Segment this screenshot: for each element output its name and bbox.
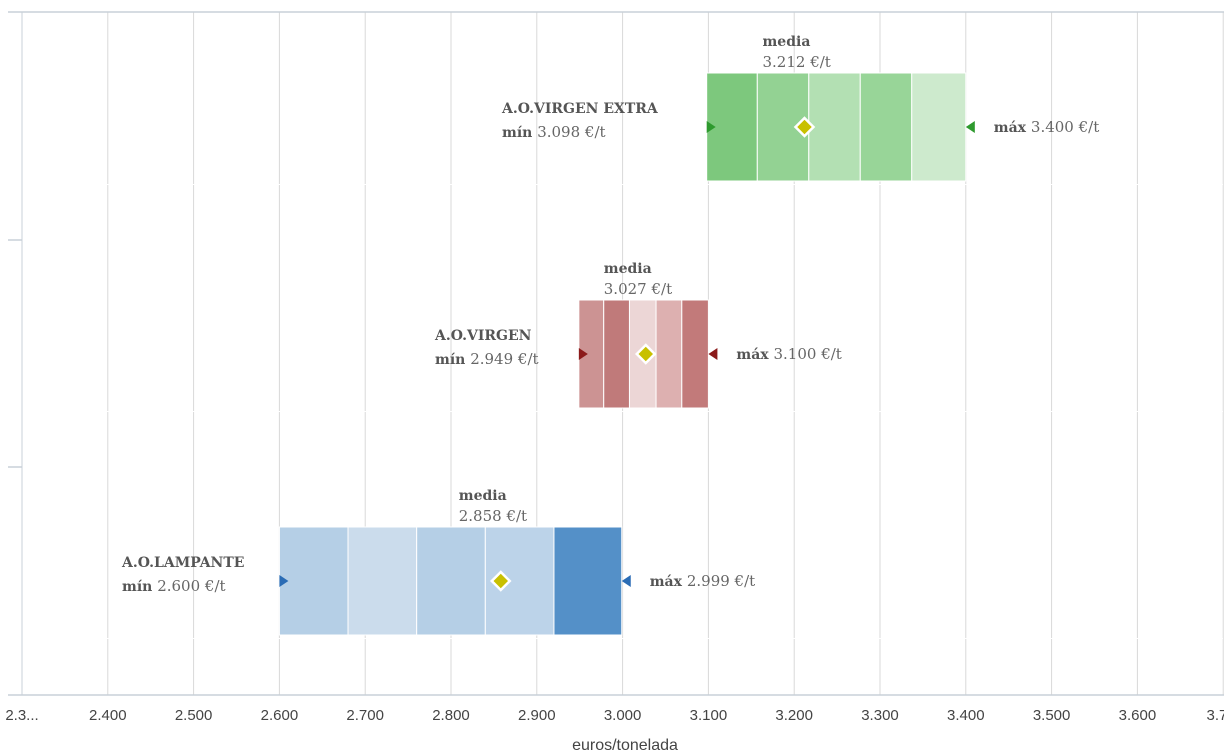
x-tick-label: 2.700	[346, 707, 384, 724]
range-bar-segment	[347, 526, 418, 636]
max-amount: 3.100 €/t	[774, 345, 842, 363]
max-value: máx 2.999 €/t	[650, 572, 755, 590]
max-value: máx 3.400 €/t	[994, 118, 1099, 136]
x-tick-labels: 2.3... 2.400 2.500 2.600 2.700 2.800 2.900 3.00…	[5, 707, 1224, 724]
x-tick-label: 2.400	[89, 707, 127, 724]
series-name: A.O.LAMPANTE	[121, 555, 244, 571]
range-bar-segment	[655, 299, 683, 409]
max-marker	[708, 348, 718, 360]
range-bar-segment	[603, 299, 630, 409]
range-bar-segment	[553, 526, 623, 636]
range-bar-segment	[911, 72, 967, 182]
x-axis-title: euros/tonelada	[572, 737, 678, 754]
min-marker	[706, 121, 716, 133]
mean-label: media	[762, 34, 810, 50]
x-tick-label: 2.3...	[5, 707, 38, 724]
range-bars: media 3.212 €/t A.O.VIRGEN EXTRA mín 3.098 …	[121, 34, 1099, 636]
x-tick-label: 3.100	[690, 707, 728, 724]
max-amount: 3.400 €/t	[1031, 118, 1099, 136]
max-marker	[965, 121, 975, 133]
range-series: media 3.027 €/t A.O.VIRGEN mín 2.949 €/t máx…	[434, 261, 842, 409]
max-amount: 2.999 €/t	[687, 572, 755, 590]
min-prefix: mín	[122, 579, 157, 595]
x-tick-label: 3.200	[775, 707, 813, 724]
x-tick-label: 3.400	[947, 707, 985, 724]
mean-value: 3.027 €/t	[604, 280, 672, 298]
max-marker	[621, 575, 631, 587]
mean-marker	[489, 570, 512, 592]
mean-value: 3.212 €/t	[762, 53, 830, 71]
min-amount: 2.600 €/t	[157, 577, 225, 595]
range-bar-segment	[416, 526, 486, 636]
x-tick-label: 2.800	[432, 707, 470, 724]
x-tick-label: 2.900	[518, 707, 556, 724]
min-marker	[578, 348, 588, 360]
range-bar-segment	[681, 299, 709, 409]
x-tick-label: 2.500	[175, 707, 213, 724]
max-prefix: máx	[650, 574, 687, 590]
grid-gap	[23, 411, 1223, 412]
mean-label: media	[459, 488, 507, 504]
x-tick-label: 3.600	[1119, 707, 1157, 724]
max-prefix: máx	[736, 347, 773, 363]
min-value: mín 2.949 €/t	[435, 350, 539, 368]
mean-marker	[793, 116, 816, 138]
mean-marker	[634, 343, 657, 365]
x-tick-label: 3.7...	[1207, 707, 1224, 724]
min-prefix: mín	[502, 125, 537, 141]
range-series: media 3.212 €/t A.O.VIRGEN EXTRA mín 3.098 …	[501, 34, 1099, 182]
min-prefix: mín	[435, 352, 470, 368]
min-value: mín 2.600 €/t	[122, 577, 226, 595]
grid-gap	[23, 184, 1223, 185]
min-marker	[279, 575, 289, 587]
x-tick-label: 3.500	[1033, 707, 1071, 724]
max-prefix: máx	[994, 120, 1031, 136]
min-amount: 2.949 €/t	[470, 350, 538, 368]
max-value: máx 3.100 €/t	[736, 345, 841, 363]
mean-label: media	[604, 261, 652, 277]
series-name: A.O.VIRGEN EXTRA	[501, 101, 659, 117]
min-amount: 3.098 €/t	[537, 123, 605, 141]
grid-gap	[23, 638, 1223, 639]
min-value: mín 3.098 €/t	[502, 123, 606, 141]
range-bar-segment	[278, 526, 349, 636]
x-tick-label: 2.600	[261, 707, 299, 724]
mean-value: 2.858 €/t	[459, 507, 527, 525]
axes	[8, 11, 1224, 696]
range-bar-segment	[859, 72, 913, 182]
x-tick-label: 3.000	[604, 707, 642, 724]
x-tick-label: 3.300	[861, 707, 899, 724]
series-name: A.O.VIRGEN	[434, 328, 532, 344]
range-bar-segment	[808, 72, 861, 182]
